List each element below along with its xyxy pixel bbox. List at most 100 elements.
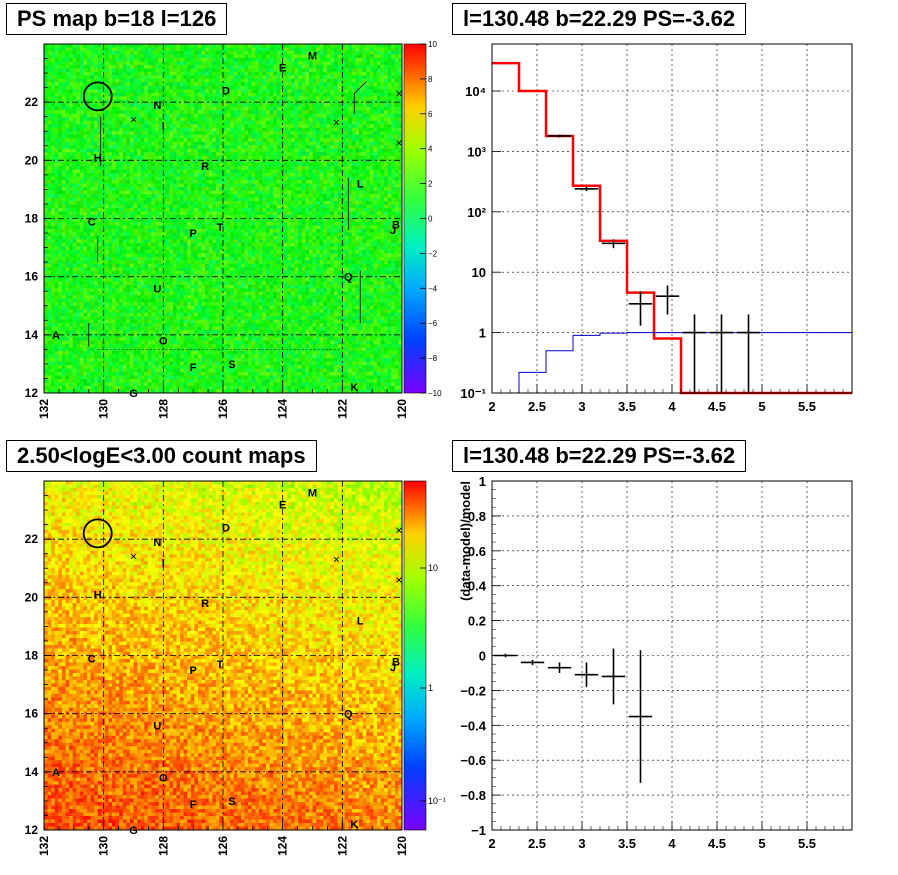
map-pixel — [330, 68, 335, 73]
map-pixel — [369, 204, 374, 209]
map-pixel — [208, 155, 213, 160]
map-pixel — [119, 169, 124, 174]
map-pixel — [301, 54, 306, 59]
map-pixel — [101, 204, 106, 209]
map-pixel — [151, 71, 156, 76]
map-pixel — [205, 61, 210, 66]
map-pixel — [305, 169, 310, 174]
map-pixel — [119, 152, 124, 157]
map-pixel — [180, 204, 185, 209]
map-pixel — [355, 61, 360, 66]
map-pixel — [94, 106, 99, 111]
map-pixel — [387, 106, 392, 111]
map-pixel — [90, 211, 95, 216]
map-pixel — [369, 50, 374, 55]
map-pixel — [154, 124, 160, 129]
map-pixel — [137, 141, 142, 146]
map-pixel — [90, 194, 95, 199]
map-pixel — [258, 155, 263, 160]
map-pixel — [380, 120, 385, 125]
map-pixel — [137, 166, 142, 171]
map-pixel — [287, 148, 292, 153]
map-pixel — [362, 194, 367, 199]
map-pixel — [154, 64, 160, 69]
map-pixel — [101, 124, 106, 129]
map-pixel — [333, 61, 339, 66]
map-pixel — [69, 99, 74, 104]
map-pixel — [94, 89, 99, 94]
map-pixel — [115, 152, 120, 157]
map-pixel — [273, 103, 278, 108]
map-pixel — [47, 131, 52, 136]
map-pixel — [137, 103, 142, 108]
map-pixel — [129, 117, 134, 122]
map-pixel — [373, 127, 378, 132]
map-pixel — [165, 173, 170, 178]
map-pixel — [305, 124, 310, 129]
map-pixel — [305, 201, 310, 206]
map-pixel — [387, 166, 392, 171]
map-pixel — [194, 138, 199, 143]
map-pixel — [104, 113, 109, 118]
map-pixel — [154, 127, 160, 132]
map-pixel — [387, 148, 392, 153]
map-pixel — [376, 134, 382, 139]
map-pixel — [54, 103, 59, 108]
map-pixel — [233, 169, 238, 174]
map-pixel — [208, 176, 213, 181]
map-pixel — [122, 215, 127, 219]
map-pixel — [208, 201, 213, 206]
map-pixel — [205, 106, 210, 111]
map-pixel — [341, 75, 346, 80]
map-pixel — [380, 71, 385, 76]
map-pixel — [258, 50, 263, 55]
map-pixel — [394, 176, 399, 181]
map-pixel — [244, 197, 249, 202]
map-pixel — [72, 50, 77, 55]
map-pixel — [240, 75, 245, 80]
map-pixel — [344, 201, 349, 206]
map-pixel — [323, 131, 328, 136]
map-pixel — [122, 120, 127, 125]
map-pixel — [215, 211, 220, 216]
map-pixel — [58, 54, 63, 59]
map-pixel — [348, 155, 353, 160]
map-pixel — [276, 131, 281, 136]
map-pixel — [312, 155, 317, 160]
map-pixel — [194, 61, 199, 66]
map-pixel — [190, 215, 195, 219]
map-pixel — [326, 134, 331, 139]
map-pixel — [312, 148, 317, 153]
map-pixel — [384, 75, 389, 80]
map-pixel — [58, 162, 63, 167]
map-pixel — [72, 197, 77, 202]
map-pixel — [154, 78, 160, 83]
map-pixel — [162, 92, 167, 97]
map-pixel — [269, 44, 274, 48]
map-pixel — [373, 61, 378, 66]
map-pixel — [176, 50, 181, 55]
map-pixel — [398, 155, 403, 160]
map-pixel — [308, 159, 313, 164]
map-pixel — [262, 82, 267, 87]
map-pixel — [376, 141, 382, 146]
map-pixel — [76, 162, 81, 167]
map-pixel — [294, 180, 299, 185]
map-pixel — [301, 113, 306, 118]
map-pixel — [205, 194, 210, 199]
map-pixel — [359, 169, 364, 174]
map-pixel — [316, 197, 321, 202]
map-pixel — [233, 103, 238, 108]
map-pixel — [140, 201, 145, 206]
map-pixel — [359, 138, 364, 143]
map-pixel — [44, 180, 49, 185]
map-pixel — [151, 85, 156, 90]
map-pixel — [83, 68, 88, 73]
map-pixel — [144, 187, 149, 192]
map-pixel — [212, 113, 217, 118]
map-pixel — [387, 197, 392, 202]
map-pixel — [312, 173, 317, 178]
map-pixel — [369, 47, 374, 52]
map-pixel — [394, 103, 399, 108]
map-pixel — [333, 113, 339, 118]
